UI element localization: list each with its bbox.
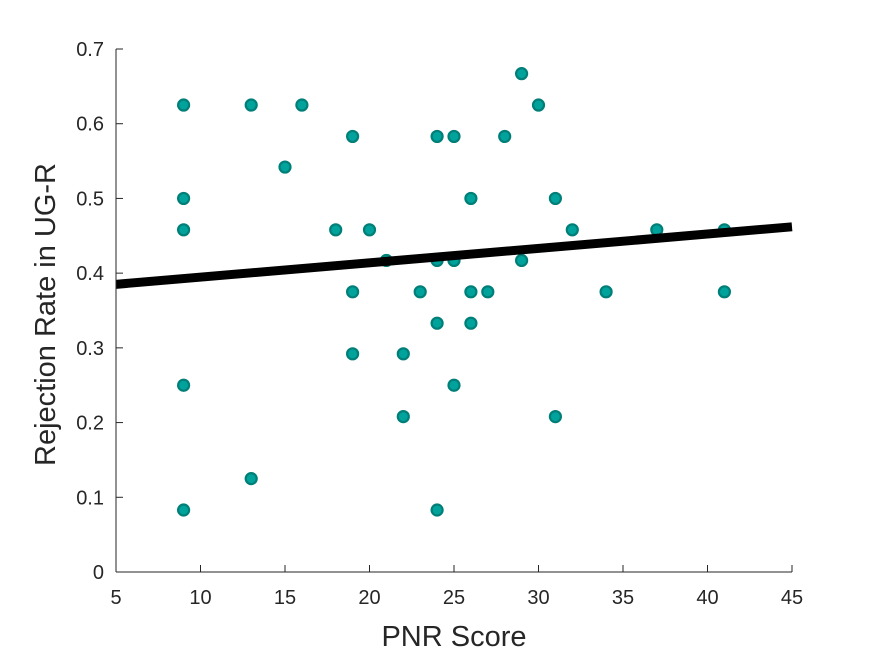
y-tick-label: 0.3 bbox=[76, 338, 104, 360]
data-point bbox=[346, 347, 360, 361]
data-point bbox=[464, 316, 478, 330]
x-ticks: 5 10 15 20 25 30 35 40 45 bbox=[110, 565, 803, 609]
data-point bbox=[498, 129, 512, 144]
data-point bbox=[531, 98, 546, 112]
y-tick-label: 0.5 bbox=[76, 188, 104, 210]
data-point bbox=[329, 223, 343, 237]
y-tick-label: 0.7 bbox=[76, 39, 104, 61]
data-point bbox=[548, 191, 563, 206]
y-ticks: 0 0.1 0.2 0.3 0.4 0.5 0.6 0.7 bbox=[76, 39, 123, 584]
y-tick-label: 0 bbox=[93, 562, 104, 584]
data-point bbox=[177, 223, 191, 237]
x-tick-label: 25 bbox=[443, 587, 465, 609]
data-point bbox=[565, 223, 579, 237]
x-tick-label: 20 bbox=[358, 587, 380, 609]
x-tick-label: 15 bbox=[274, 587, 296, 609]
data-point bbox=[447, 129, 461, 144]
y-tick-label: 0.1 bbox=[76, 487, 104, 509]
data-point bbox=[177, 503, 191, 517]
data-point bbox=[717, 285, 732, 299]
data-point bbox=[430, 316, 444, 330]
data-point bbox=[599, 285, 613, 299]
x-tick-label: 5 bbox=[110, 587, 121, 609]
y-axis-label: Rejection Rate in UG-R bbox=[30, 163, 62, 466]
data-point bbox=[447, 378, 461, 392]
data-point bbox=[396, 347, 410, 361]
data-point bbox=[177, 191, 191, 206]
data-point bbox=[396, 409, 410, 424]
regression-line bbox=[115, 222, 793, 289]
y-tick-label: 0.4 bbox=[76, 263, 104, 285]
y-tick-label: 0.6 bbox=[76, 114, 104, 136]
y-tick-label: 0.2 bbox=[76, 413, 104, 435]
data-point bbox=[244, 98, 258, 112]
x-tick-label: 35 bbox=[612, 587, 634, 609]
x-tick-label: 40 bbox=[696, 587, 718, 609]
axes: 5 10 15 20 25 30 35 40 45 0 0.1 0.2 0.3 0.4 0.5 0.6 0.7 bbox=[76, 39, 803, 609]
data-point bbox=[177, 98, 191, 112]
x-tick-label: 30 bbox=[527, 587, 549, 609]
x-tick-label: 10 bbox=[189, 587, 211, 609]
data-point bbox=[548, 409, 563, 424]
x-tick-label: 45 bbox=[781, 587, 803, 609]
data-point bbox=[278, 160, 292, 174]
data-point bbox=[514, 253, 529, 268]
data-point bbox=[244, 472, 258, 486]
data-point bbox=[177, 378, 191, 392]
data-point bbox=[346, 285, 360, 299]
data-point bbox=[413, 285, 427, 299]
data-point bbox=[464, 285, 478, 299]
data-point bbox=[362, 223, 377, 237]
x-axis-label: PNR Score bbox=[381, 621, 526, 653]
data-point bbox=[295, 98, 309, 112]
data-point bbox=[430, 129, 444, 144]
data-point bbox=[346, 129, 360, 144]
data-point bbox=[430, 503, 444, 517]
data-point bbox=[481, 285, 495, 299]
plot-area bbox=[115, 67, 793, 517]
data-point bbox=[514, 67, 529, 81]
data-point bbox=[464, 191, 478, 206]
